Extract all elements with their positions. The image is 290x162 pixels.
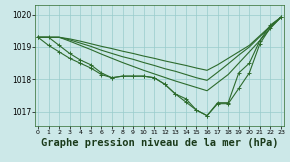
X-axis label: Graphe pression niveau de la mer (hPa): Graphe pression niveau de la mer (hPa) xyxy=(41,138,278,148)
